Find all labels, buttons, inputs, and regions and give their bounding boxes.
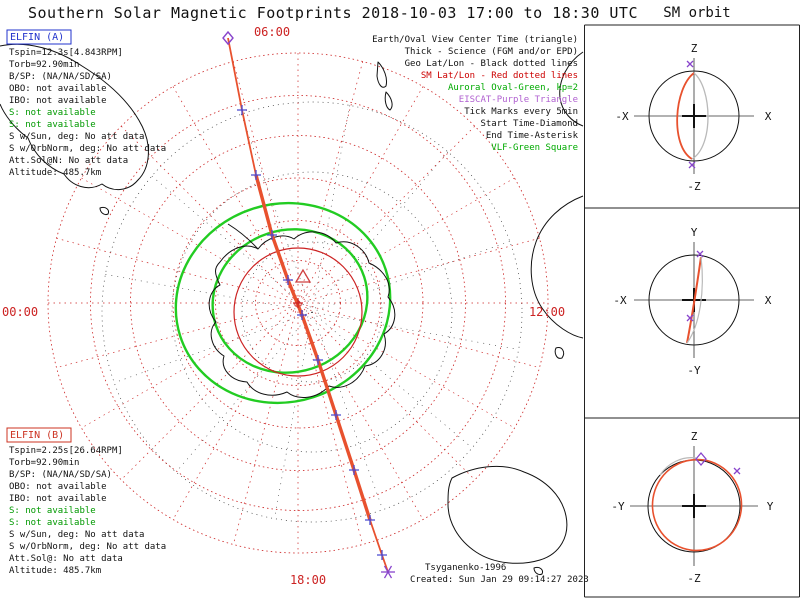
axis-label: Y — [691, 226, 698, 239]
axis-label: -X — [615, 110, 629, 123]
coast-topright — [559, 51, 584, 127]
orbit-marker-diamond-icon — [695, 451, 707, 467]
center-markers — [293, 268, 312, 308]
orbit-arc-far — [686, 256, 703, 344]
elfin-a-block: ELFIN (A) Tspin=12.3s[4.843RPM] Torb=92.… — [6, 29, 166, 178]
mlt-label-right: 12:00 — [529, 305, 565, 319]
legend-item: VLF-Green Square — [491, 143, 578, 153]
elfin-b-line: S w/OrbNorm, deg: No att data — [9, 542, 166, 552]
sm-orbit-title: SM orbit — [663, 5, 730, 21]
coast-australia — [447, 465, 568, 564]
panel-center-cross-icon — [682, 104, 706, 128]
sm-graticule — [47, 52, 549, 554]
mlt-label-bottom: 18:00 — [290, 573, 326, 587]
elfin-a-line: Tspin=12.3s[4.843RPM] — [9, 48, 123, 58]
sm-orbit-panel-xy: Y -Y -X X — [613, 226, 771, 377]
legend-item: Start Time-Diamond — [480, 119, 578, 129]
axis-label: X — [765, 110, 772, 123]
axis-label: X — [765, 294, 772, 307]
orbit-marker-x-icon — [686, 314, 694, 322]
orbit-arc-far — [659, 457, 697, 476]
auroral-oval — [174, 201, 392, 405]
coast-tasmania — [533, 567, 543, 575]
elfin-b-line: B/SP: (NA/NA/SD/SA) — [9, 470, 112, 480]
elfin-b-line: S w/Sun, deg: No att data — [9, 530, 144, 540]
axis-label: -Z — [687, 180, 701, 193]
geo-graticule — [101, 101, 523, 523]
view-circle — [233, 247, 363, 377]
orbit-marker-x-icon — [696, 250, 704, 258]
axis-label: -Z — [687, 572, 701, 585]
axis-label: Z — [691, 42, 698, 55]
pole-cross-icon — [293, 298, 303, 308]
legend-item: Thick - Science (FGM and/or EPD) — [405, 47, 578, 57]
coast-africa — [530, 195, 584, 339]
coast-antarctic-peninsula — [227, 223, 259, 250]
elfin-b-line: Att.Sol@: No att data — [9, 554, 123, 564]
coast-madagascar — [554, 347, 565, 359]
axis-label: -Y — [687, 364, 701, 377]
elfin-a-label-box — [6, 29, 72, 45]
panel-center-cross-icon — [682, 494, 706, 518]
orbit-marker-x-icon — [688, 161, 696, 169]
elfin-a-line: S w/Sun, deg: No att data — [9, 132, 144, 142]
mlt-label-top: 06:00 — [254, 25, 290, 39]
elfin-a-line: B/SP: (NA/NA/SD/SA) — [9, 72, 112, 82]
elfin-a-label: ELFIN (A) — [10, 32, 64, 43]
elfin-a-line: S: not available — [9, 120, 96, 130]
legend-item: Earth/Oval View Center Time (triangle) — [372, 35, 578, 45]
footprint-track — [222, 30, 395, 579]
elfin-b-block: ELFIN (B) Tspin=2.25s[26.64RPM] Torb=92.… — [6, 427, 166, 576]
coast-south-america — [0, 43, 149, 190]
elfin-a-line: OBO: not available — [9, 84, 107, 94]
orbit-marker-x-icon — [686, 60, 694, 68]
model-label: Tsyganenko-1996 — [425, 563, 506, 573]
axis-label: -X — [613, 294, 627, 307]
legend-item: Tick Marks every 5min — [464, 107, 578, 117]
mlt-label-left: 00:00 — [2, 305, 38, 319]
orbit-arc-far — [691, 72, 709, 160]
legend-item: EISCAT-Purple Triangle — [459, 95, 578, 105]
legend-item: End Time-Asterisk — [486, 131, 579, 141]
elfin-b-line: S: not available — [9, 506, 96, 516]
elfin-a-line: IBO: not available — [9, 96, 107, 106]
sm-orbit-panel-xz: Z -Z -X X — [615, 42, 771, 193]
elfin-b-line: OBO: not available — [9, 482, 107, 492]
sm-orbit-panel-yz: Z -Z -Y Y — [611, 430, 773, 585]
legend-item: Auroral Oval-Green, kp=2 — [448, 83, 578, 93]
orbit-arc — [686, 256, 702, 344]
axis-label: -Y — [611, 500, 625, 513]
elfin-a-line: Att.Sol@N: No att data — [9, 156, 128, 166]
axis-label: Z — [691, 430, 698, 443]
coast-island-1 — [99, 207, 109, 215]
orbit-marker-x-icon — [733, 467, 741, 475]
elfin-b-line: Torb=92.90min — [9, 458, 79, 468]
legend: Earth/Oval View Center Time (triangle) T… — [372, 35, 578, 153]
elfin-a-line: Torb=92.90min — [9, 60, 79, 70]
axis-label: Y — [767, 500, 774, 513]
created-label: Created: Sun Jan 29 09:14:27 2023 — [410, 575, 589, 585]
page-title: Southern Solar Magnetic Footprints 2018-… — [28, 4, 638, 22]
center-time-triangle-icon — [294, 268, 312, 283]
coastlines — [0, 43, 584, 575]
elfin-b-label: ELFIN (B) — [10, 430, 64, 441]
legend-item: Geo Lat/Lon - Black dotted lines — [405, 59, 578, 69]
elfin-b-label-box — [6, 427, 72, 443]
legend-item: SM Lat/Lon - Red dotted lines — [421, 71, 578, 81]
elfin-a-line: S: not available — [9, 108, 96, 118]
elfin-b-line: Tspin=2.25s[26.64RPM] — [9, 446, 123, 456]
coast-new-zealand — [376, 61, 393, 111]
elfin-b-line: Altitude: 485.7km — [9, 566, 101, 576]
elfin-b-line: IBO: not available — [9, 494, 107, 504]
coast-antarctica — [208, 231, 396, 398]
elfin-a-line: S w/OrbNorm, deg: No att data — [9, 144, 166, 154]
orbit-arc — [676, 72, 695, 160]
orbit-arc — [651, 458, 743, 552]
elfin-a-line: Altitude: 485.7km — [9, 168, 101, 178]
elfin-b-line: S: not available — [9, 518, 96, 528]
